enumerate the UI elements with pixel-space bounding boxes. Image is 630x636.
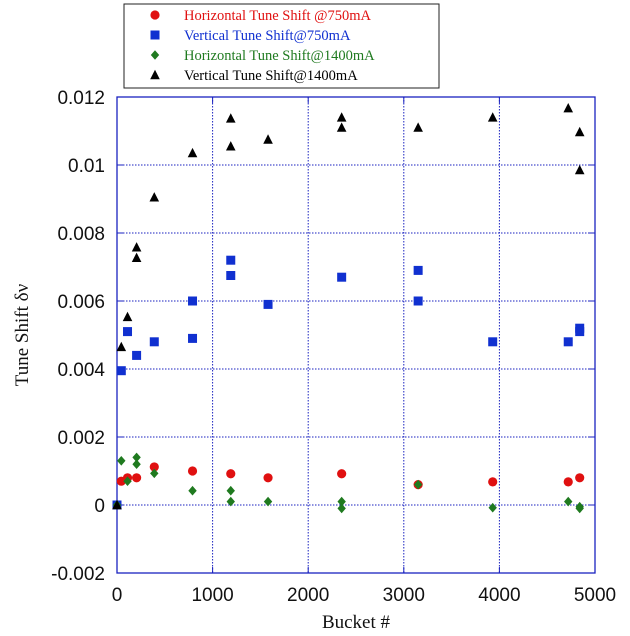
data-point-triangle xyxy=(149,192,160,202)
legend: Horizontal Tune Shift @750mA Vertical Tun… xyxy=(123,3,440,89)
y-tick-label: 0.004 xyxy=(57,360,105,381)
data-point-diamond xyxy=(226,496,235,507)
data-point-square xyxy=(188,333,198,343)
legend-marker xyxy=(150,69,160,80)
data-point-square xyxy=(337,272,347,282)
data-point-triangle xyxy=(336,112,347,122)
data-point-circle xyxy=(263,473,273,483)
legend-label: Vertical Tune Shift@1400mA xyxy=(184,68,358,84)
x-tick-label: 4000 xyxy=(478,585,520,606)
data-points xyxy=(112,103,585,514)
data-point-circle xyxy=(149,462,159,472)
y-tick-label: 0.008 xyxy=(57,224,105,245)
data-point-triangle xyxy=(122,311,133,322)
y-axis-label: Tune Shift δν xyxy=(12,283,33,386)
data-point-square xyxy=(116,366,126,376)
grid xyxy=(117,97,595,573)
legend-marker xyxy=(150,10,160,20)
data-point-triangle xyxy=(574,126,585,137)
data-point-diamond xyxy=(117,456,126,466)
data-point-diamond xyxy=(488,502,497,513)
series-2 xyxy=(112,255,585,510)
data-point-triangle xyxy=(263,134,273,144)
x-tick-label: 2000 xyxy=(287,585,329,606)
series-1 xyxy=(112,462,585,510)
data-point-triangle xyxy=(336,122,347,132)
y-tick-label: 0 xyxy=(94,496,105,517)
y-tick-label: 0.006 xyxy=(57,292,105,313)
data-point-diamond xyxy=(337,496,346,507)
y-tick-label: 0.012 xyxy=(57,88,105,109)
data-point-triangle xyxy=(413,122,423,132)
data-point-circle xyxy=(337,469,347,479)
data-point-diamond xyxy=(263,496,273,507)
x-axis-label: Bucket # xyxy=(322,612,391,633)
data-point-triangle xyxy=(116,341,127,352)
series-3 xyxy=(112,452,584,514)
data-point-square xyxy=(413,265,423,275)
data-point-diamond xyxy=(564,496,573,507)
legend-label: Horizontal Tune Shift @750mA xyxy=(184,8,371,24)
data-point-square xyxy=(132,350,142,360)
data-point-triangle xyxy=(131,242,142,252)
data-point-circle xyxy=(131,473,142,483)
data-point-square xyxy=(563,337,573,347)
data-point-circle xyxy=(226,469,236,479)
data-point-square xyxy=(188,296,198,306)
data-point-square xyxy=(226,255,236,265)
data-point-square xyxy=(488,337,498,347)
data-point-triangle xyxy=(112,499,122,510)
x-tick-label: 3000 xyxy=(383,585,425,606)
data-point-circle xyxy=(187,466,198,476)
data-point-diamond xyxy=(132,452,141,463)
data-point-square xyxy=(123,327,133,337)
data-point-square xyxy=(226,271,236,280)
data-point-diamond xyxy=(150,468,159,479)
data-point-diamond xyxy=(575,503,584,514)
legend-box xyxy=(123,3,440,89)
data-point-triangle xyxy=(225,113,236,123)
data-point-square xyxy=(149,337,159,347)
data-point-diamond xyxy=(188,485,197,496)
data-point-diamond xyxy=(413,479,423,490)
data-point-diamond xyxy=(123,476,132,486)
x-tick-label: 1000 xyxy=(191,585,233,606)
data-point-triangle xyxy=(225,141,236,151)
data-point-diamond xyxy=(226,485,235,496)
y-tick-labels: -0.002 0 0.002 0.004 0.006 0.008 0.01 0.012 xyxy=(51,88,105,585)
x-tick-label: 5000 xyxy=(574,585,616,606)
x-tick-label: 0 xyxy=(112,585,123,606)
y-tick-label: 0.01 xyxy=(68,156,105,177)
y-tick-label: -0.002 xyxy=(51,564,105,585)
legend-label: Vertical Tune Shift@750mA xyxy=(184,28,351,44)
legend-marker xyxy=(150,30,160,40)
series-4 xyxy=(112,103,585,510)
plot-area-frame xyxy=(116,96,596,574)
data-point-circle xyxy=(575,473,585,483)
y-tick-label: 0.002 xyxy=(57,428,105,449)
legend-marker xyxy=(150,50,160,60)
legend-label: Horizontal Tune Shift@1400mA xyxy=(184,48,375,64)
data-point-circle xyxy=(563,477,573,487)
data-point-triangle xyxy=(487,112,498,122)
data-point-triangle xyxy=(131,252,142,263)
data-point-triangle xyxy=(574,164,585,175)
tick-marks xyxy=(116,96,596,574)
data-point-square xyxy=(575,323,585,333)
data-point-triangle xyxy=(563,103,574,113)
data-point-square xyxy=(413,296,423,306)
data-point-square xyxy=(263,299,273,309)
x-tick-labels: 0 1000 2000 3000 4000 5000 xyxy=(112,585,616,606)
data-point-triangle xyxy=(187,147,198,158)
data-point-diamond xyxy=(337,503,346,514)
data-point-diamond xyxy=(132,459,141,469)
data-point-circle xyxy=(488,477,498,487)
